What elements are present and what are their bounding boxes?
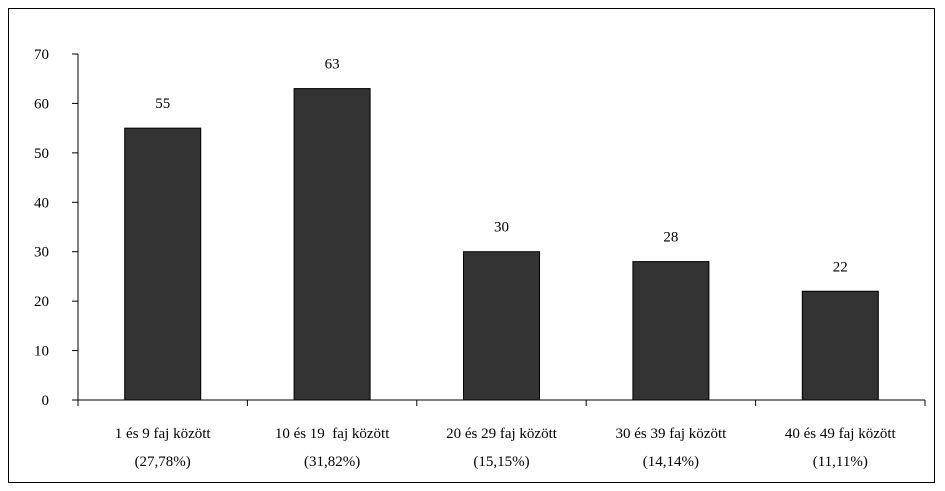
x-tick-label: 10 és 19 faj között [275,426,390,442]
bar [801,290,879,401]
x-tick-label: (11,11%) [813,454,868,470]
bar [463,251,540,401]
bar [124,127,202,401]
x-tick-label: 1 és 9 faj között [115,426,212,442]
bar [293,88,371,401]
data-label: 30 [494,220,509,236]
y-tick-label: 10 [34,344,49,360]
x-tick-label: (14,14%) [643,454,699,470]
y-tick-label: 20 [34,294,49,310]
x-tick-label: 40 és 49 faj között [785,426,897,442]
y-tick-label: 70 [34,47,49,63]
y-tick-label: 40 [34,195,49,211]
y-tick-label: 30 [34,245,49,261]
x-tick-label: 30 és 39 faj között [615,426,727,442]
y-tick-label: 0 [42,393,50,409]
x-tick-label: (27,78%) [135,454,191,470]
data-label: 22 [833,259,848,275]
y-tick-label: 50 [34,146,49,162]
data-label: 55 [155,96,170,112]
x-tick-label: (15,15%) [473,454,529,470]
x-tick-label: (31,82%) [304,454,360,470]
data-label: 63 [325,57,340,73]
y-tick-label: 60 [34,96,49,112]
x-tick-label: 20 és 29 faj között [446,426,558,442]
data-label: 28 [663,230,678,246]
bar [632,261,710,401]
